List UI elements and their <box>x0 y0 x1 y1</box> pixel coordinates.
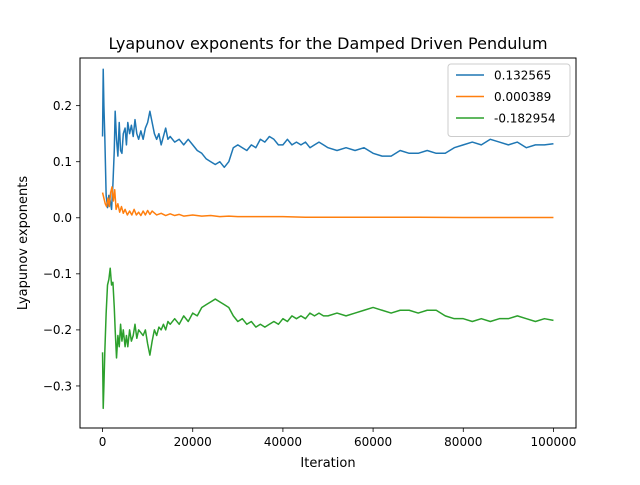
x-tick-label: 20000 <box>174 435 212 449</box>
y-tick-label: 0.0 <box>53 211 72 225</box>
x-tick-label: 100000 <box>531 435 577 449</box>
plot-area <box>101 68 554 410</box>
chart-title: Lyapunov exponents for the Damped Driven… <box>108 34 547 53</box>
y-tick-label: −0.1 <box>43 267 72 281</box>
legend-label-1: 0.132565 <box>494 69 551 83</box>
y-tick-label: −0.2 <box>43 323 72 337</box>
y-axis-ticks: −0.3 −0.2 −0.1 0.0 0.1 0.2 <box>43 99 80 393</box>
x-tick-label: 0 <box>99 435 107 449</box>
x-axis-label: Iteration <box>300 456 355 471</box>
series-line-2 <box>101 186 554 219</box>
legend-label-2: 0.000389 <box>494 90 551 104</box>
series-line-1 <box>101 68 554 211</box>
plot-frame <box>79 57 577 429</box>
series-line-3 <box>101 267 554 410</box>
legend-label-3: -0.182954 <box>494 112 556 126</box>
x-tick-label: 80000 <box>444 435 482 449</box>
x-tick-label: 40000 <box>264 435 302 449</box>
y-axis-label: Lyapunov exponents <box>16 176 31 310</box>
legend: 0.132565 0.000389 -0.182954 <box>447 63 571 137</box>
x-axis-ticks: 0 20000 40000 60000 80000 100000 <box>99 428 577 449</box>
x-tick-label: 60000 <box>354 435 392 449</box>
y-tick-label: 0.2 <box>53 99 72 113</box>
y-tick-label: −0.3 <box>43 379 72 393</box>
y-tick-label: 0.1 <box>53 155 72 169</box>
